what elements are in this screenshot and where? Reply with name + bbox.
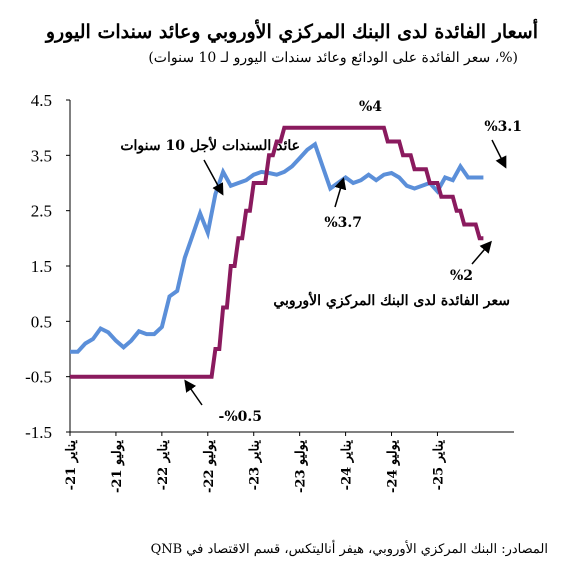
annotation-rate-latest-arrow (471, 240, 492, 265)
annotation-rate-latest: %2 (450, 268, 473, 284)
x-tick-label: يوليو 21- (110, 440, 125, 493)
annotation-bond-latest-arrow (491, 139, 507, 169)
y-axis-ticks: 4.5 3.5 2.5 1.5 0.5 -0.5 -1.5 (25, 91, 70, 442)
y-tick-label: 3.5 (31, 146, 52, 165)
y-tick-label: 0.5 (31, 312, 52, 331)
x-tick-label: يناير 23- (248, 440, 263, 491)
annotation-bond-latest: %3.1 (484, 119, 522, 135)
y-tick-label: 1.5 (31, 257, 52, 276)
y-tick-label: -1.5 (25, 423, 52, 442)
chart-subtitle: (%، سعر الفائدة على الودائع وعائد سندات … (148, 50, 518, 66)
chart-title: أسعار الفائدة لدى البنك المركزي الأوروبي… (44, 18, 538, 44)
series-layer (70, 125, 484, 379)
x-tick-label: يناير 25- (431, 440, 446, 491)
x-tick-label: يوليو 22- (202, 440, 217, 493)
annotation-bond-label: عائد السندات لأجل 10 سنوات (120, 136, 300, 154)
x-tick-label: يناير 24- (340, 440, 355, 491)
annotation-rate-peak: %4 (359, 99, 382, 115)
x-tick-label: يناير 22- (156, 440, 171, 491)
x-axis-ticks: يناير 21- يوليو 21- يناير 22- يوليو 22- يناي… (64, 432, 446, 493)
y-tick-label: 2.5 (31, 202, 52, 221)
annotation-rate-low: %0.5- (219, 409, 262, 425)
annotation-rate-low-arrow (184, 379, 203, 406)
x-tick-label: يناير 21- (64, 440, 79, 491)
x-tick-label: يوليو 24- (386, 440, 401, 493)
annotations: عائد السندات لأجل 10 سنوات %3.7 %4 %3.1 … (120, 99, 522, 425)
annotation-bond-peak: %3.7 (324, 215, 362, 231)
y-tick-label: 4.5 (31, 91, 52, 110)
series-ecb-rate-line (70, 125, 484, 379)
annotation-bond-peak-arrow (334, 177, 347, 208)
annotation-bond-arrow (203, 159, 224, 196)
source-note: المصادر: البنك المركزي الأوروبي، هيفر أن… (151, 540, 548, 557)
annotation-rate-label: سعر الفائدة لدى البنك المركزي الأوروبي (273, 291, 510, 309)
series-bond-yield-line (70, 141, 484, 354)
x-tick-label: يوليو 23- (294, 440, 309, 493)
y-tick-label: -0.5 (25, 368, 52, 387)
